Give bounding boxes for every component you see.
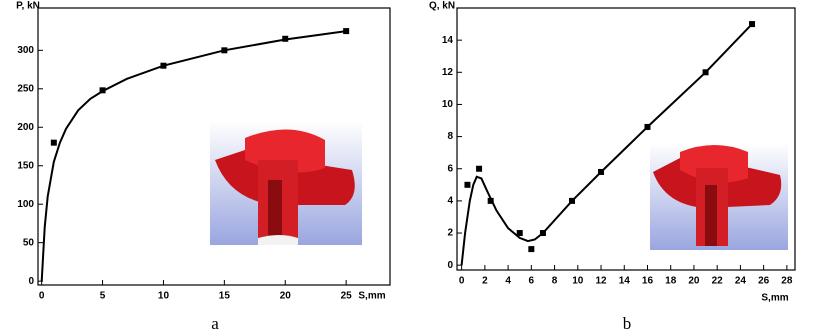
y-tick-label: 200 (17, 122, 34, 133)
x-tick-label: 10 (158, 291, 170, 302)
x-tick-label: 25 (341, 291, 353, 302)
y-axis-label: Q, kN (429, 1, 455, 12)
x-tick-label: 2 (482, 276, 488, 287)
y-tick-label: 10 (442, 99, 454, 110)
x-tick-label: 0 (459, 276, 465, 287)
y-tick-label: 6 (447, 163, 453, 174)
caption: b (623, 314, 632, 333)
x-tick-label: 4 (505, 276, 511, 287)
y-tick-label: 150 (17, 160, 34, 171)
x-axis-label: S,mm (358, 291, 385, 302)
x-tick-label: 15 (219, 291, 231, 302)
x-tick-label: 6 (529, 276, 535, 287)
x-tick-label: 20 (280, 291, 292, 302)
caption: a (211, 314, 219, 333)
x-tick-label: 8 (552, 276, 558, 287)
y-tick-label: 250 (17, 83, 34, 94)
y-tick-label: 8 (447, 131, 453, 142)
data-point (51, 140, 57, 146)
y-axis-label: P, kN (16, 1, 40, 12)
y-tick-label: 4 (447, 196, 453, 207)
data-point (476, 166, 482, 172)
data-point (528, 246, 534, 252)
x-tick-label: 24 (735, 276, 747, 287)
y-tick-label: 14 (442, 35, 454, 46)
y-tick-label: 0 (28, 276, 34, 287)
x-tick-label: 26 (758, 276, 770, 287)
x-tick-label: 14 (619, 276, 631, 287)
x-tick-label: 20 (688, 276, 700, 287)
x-tick-label: 5 (100, 291, 106, 302)
y-tick-label: 50 (23, 237, 35, 248)
data-point (464, 182, 470, 188)
y-tick-label: 100 (17, 199, 34, 210)
x-axis-label: S,mm (761, 293, 788, 304)
y-tick-label: 0 (447, 260, 453, 271)
x-tick-label: 18 (665, 276, 677, 287)
x-tick-label: 22 (712, 276, 724, 287)
y-tick-label: 300 (17, 45, 34, 56)
inset-a (210, 121, 362, 245)
y-tick-label: 12 (442, 67, 454, 78)
x-tick-label: 28 (781, 276, 793, 287)
x-tick-label: 0 (39, 291, 45, 302)
x-tick-label: 12 (595, 276, 607, 287)
inset-b (650, 143, 788, 250)
x-tick-label: 16 (642, 276, 654, 287)
y-tick-label: 2 (447, 228, 453, 239)
x-tick-label: 10 (572, 276, 584, 287)
figure: 0510152025050100150200250300P, kNS,mma02… (0, 0, 815, 336)
